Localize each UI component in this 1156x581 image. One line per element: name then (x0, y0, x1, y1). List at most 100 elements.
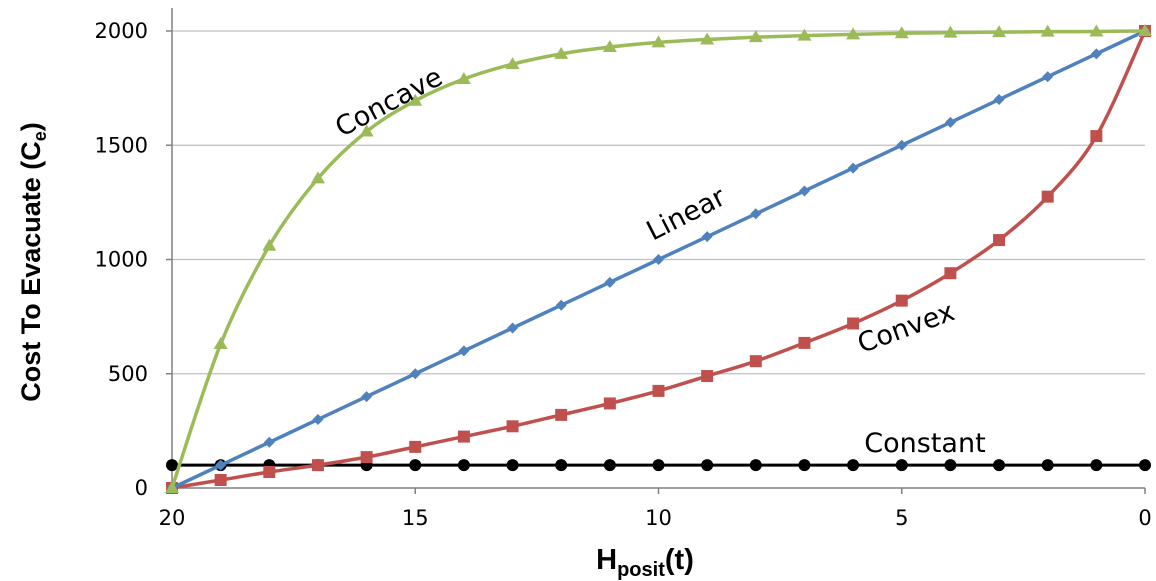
linear-point (701, 231, 713, 243)
concave-point (748, 30, 763, 43)
constant-point (847, 459, 860, 472)
convex-point (263, 466, 276, 479)
convex-point (749, 355, 762, 368)
y-axis-title-suffix: ) (16, 122, 46, 131)
y-tick-label: 0 (135, 476, 148, 500)
convex-point (652, 384, 665, 397)
linear-point (1042, 71, 1054, 83)
constant-point (895, 459, 908, 472)
convex-point (409, 440, 422, 453)
convex-point (1090, 130, 1103, 143)
convex-point (311, 459, 324, 472)
concave-point (943, 25, 958, 38)
gridlines (172, 30, 1145, 375)
concave-point (554, 46, 569, 59)
convex-point (603, 397, 616, 410)
linear-point (750, 208, 762, 220)
convex-point (1041, 190, 1054, 203)
linear-point (604, 276, 616, 288)
concave-point (165, 481, 179, 493)
tick-labels: 0 500 1000 1500 2000 20 15 10 5 0 (95, 19, 1152, 530)
convex-point (214, 474, 227, 487)
concave-point (262, 238, 277, 251)
linear-point (653, 254, 664, 265)
concave-point (213, 337, 228, 350)
concave-point (408, 93, 423, 106)
constant-point (993, 459, 1006, 472)
convex-point (701, 370, 714, 383)
convex-point (360, 451, 373, 464)
concave-point (1040, 24, 1055, 37)
linear-point (896, 139, 908, 151)
concave-point (651, 35, 666, 48)
label-concave: Concave (330, 61, 447, 143)
constant-point (1041, 459, 1054, 472)
constant-point (603, 459, 616, 472)
linear-point (847, 162, 859, 174)
y-axis-title-main: Cost To Evacuate (C (16, 141, 46, 402)
constant-point (166, 459, 178, 472)
x-axis-title: Hposit(t) (596, 544, 694, 581)
y-tick-label: 2000 (95, 19, 148, 43)
linear-point (798, 185, 810, 197)
constant-point (1090, 459, 1103, 472)
concave-point (1089, 24, 1104, 37)
convex-point (457, 430, 470, 443)
concave-point (846, 27, 861, 40)
series-concave (165, 24, 1152, 493)
y-axis-title: Cost To Evacuate (Ce) (16, 122, 50, 402)
series-line-concave (170, 29, 1146, 489)
x-axis-title-sub: posit (617, 559, 665, 581)
x-axis-title-main: H (596, 544, 617, 576)
x-tick-label: 5 (895, 506, 908, 530)
linear-point (263, 436, 275, 448)
constant-point (457, 459, 470, 472)
linear-point (993, 94, 1005, 106)
concave-point (505, 57, 520, 70)
constant-point (652, 459, 665, 472)
constant-point (555, 459, 568, 472)
concave-point (797, 28, 812, 41)
constant-point (701, 459, 714, 472)
linear-point (361, 391, 373, 403)
concave-point (602, 39, 617, 52)
convex-point (895, 294, 908, 307)
concave-point (992, 25, 1007, 38)
concave-point (456, 71, 471, 84)
convex-point (555, 408, 568, 421)
concave-point (1138, 24, 1152, 36)
linear-point (555, 299, 567, 311)
linear-point (215, 459, 227, 471)
label-constant: Constant (864, 428, 985, 459)
convex-point (847, 317, 860, 330)
x-tick-label: 10 (645, 506, 672, 530)
concave-point (310, 171, 325, 184)
linear-point (507, 322, 519, 334)
x-tick-label: 15 (402, 506, 429, 530)
convex-point (993, 234, 1006, 247)
constant-point (798, 459, 811, 472)
x-tick-label: 0 (1138, 506, 1151, 530)
x-axis-title-suffix: (t) (665, 544, 694, 576)
y-axis-title-sub: e (30, 131, 50, 141)
convex-point (506, 420, 519, 433)
y-tick-label: 1000 (95, 248, 148, 272)
constant-point (944, 459, 957, 472)
label-linear: Linear (642, 181, 732, 247)
convex-point (944, 267, 957, 280)
concave-point (894, 26, 909, 39)
x-tick-label: 20 (159, 506, 186, 530)
linear-point (1090, 48, 1102, 60)
constant-point (409, 459, 422, 472)
linear-point (944, 116, 956, 128)
constant-point (1139, 459, 1151, 472)
linear-point (458, 345, 470, 357)
concave-point (700, 32, 715, 45)
linear-point (409, 368, 421, 380)
concave-point (359, 124, 374, 137)
y-tick-label: 500 (108, 362, 148, 386)
constant-point (506, 459, 519, 472)
y-tick-label: 1500 (95, 133, 148, 157)
linear-point (312, 413, 324, 425)
